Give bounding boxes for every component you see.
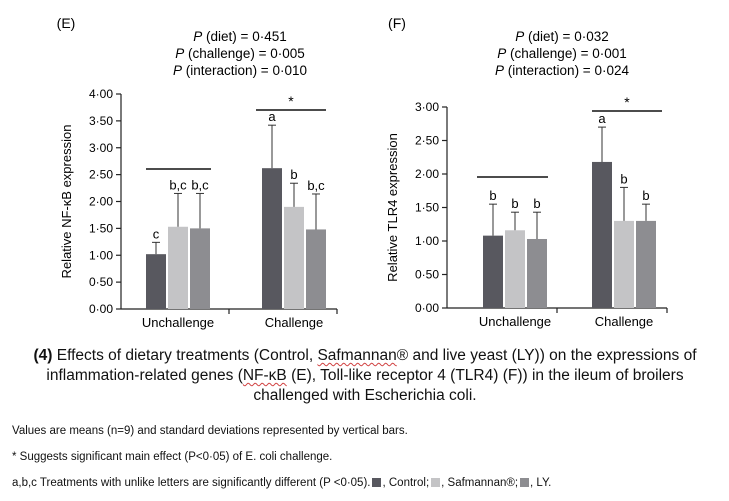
panel-f-x-tick-label: Challenge bbox=[595, 314, 654, 329]
panel-e-bar bbox=[146, 254, 166, 309]
panel-e-stat-2: P (challenge) = 0·005 bbox=[175, 46, 304, 61]
panel-f-significance-mark: * bbox=[624, 94, 630, 110]
panel-f-label: (F) bbox=[388, 15, 406, 31]
panel-e-bar bbox=[306, 229, 326, 309]
panel-e-y-tick-label: 3·50 bbox=[89, 114, 113, 128]
panel-e-letter: a bbox=[268, 109, 276, 124]
legend-swatch-safmannan bbox=[431, 478, 441, 487]
panel-f-y-title: Relative TLR4 expression bbox=[385, 133, 400, 282]
panel-e-letter: b bbox=[290, 167, 297, 182]
caption-nfkb: NF-κB bbox=[242, 367, 287, 384]
panel-e-label: (E) bbox=[57, 15, 76, 31]
legend-label-ly: , LY. bbox=[530, 477, 552, 489]
panel-e-y-tick-label: 1·50 bbox=[89, 221, 113, 235]
note-values: Values are means (n=9) and standard devi… bbox=[12, 425, 408, 437]
panel-e-y-tick-label: 1·00 bbox=[89, 248, 113, 262]
panel-f-x-tick-label: Unchallenge bbox=[479, 314, 551, 329]
panel-f-y-tick-label: 0·50 bbox=[415, 268, 439, 282]
panel-f-letter: b bbox=[642, 188, 649, 203]
panel-f-bar bbox=[636, 220, 656, 308]
panel-f-y-tick-label: 3·00 bbox=[415, 100, 439, 114]
panel-e-letter: b,c bbox=[191, 177, 209, 192]
panel-f-letter: b bbox=[489, 188, 496, 203]
panel-f-letter: b bbox=[533, 196, 540, 211]
panel-e-letter: b,c bbox=[307, 178, 325, 193]
panel-f-stat-1: P (diet) = 0·032 bbox=[515, 29, 608, 44]
panel-e-bar bbox=[168, 226, 188, 309]
panel-e-x-tick-label: Challenge bbox=[265, 315, 324, 330]
panel-f-stat-2: P (challenge) = 0·001 bbox=[497, 46, 626, 61]
panel-f-stat-3: P (interaction) = 0·024 bbox=[495, 63, 629, 78]
panel-e-bar bbox=[190, 228, 210, 309]
panel-e-bar bbox=[262, 168, 282, 309]
figure-caption: (4) Effects of dietary treatments (Contr… bbox=[20, 346, 710, 406]
panel-f-bar bbox=[614, 220, 634, 308]
note-significance: * Suggests significant main effect (P<0·… bbox=[12, 451, 333, 463]
panel-e-bar bbox=[284, 206, 304, 309]
panel-f-letter: b bbox=[620, 171, 627, 186]
legend-label-control: , Control; bbox=[382, 477, 430, 489]
panel-e-significance-mark: * bbox=[288, 93, 294, 109]
panel-e-stat-1: P (diet) = 0·451 bbox=[193, 29, 286, 44]
panel-f-bar bbox=[483, 235, 503, 308]
panel-f-y-tick-label: 1·00 bbox=[415, 234, 439, 248]
panel-e-y-tick-label: 2·00 bbox=[89, 195, 113, 209]
panel-e-y-title: Relative NF-κB expression bbox=[59, 125, 74, 279]
panel-f-y-tick-label: 0·00 bbox=[415, 301, 439, 315]
caption-number: (4) bbox=[33, 347, 53, 364]
caption-text-1: Effects of dietary treatments (Control, bbox=[52, 347, 318, 364]
panel-e-y-tick-label: 0·00 bbox=[89, 302, 113, 316]
panel-f-letter: b bbox=[511, 196, 518, 211]
note-letters: a,b,c Treatments with unlike letters are… bbox=[12, 477, 551, 489]
panel-f-bar bbox=[527, 238, 547, 308]
panel-f-letter: a bbox=[598, 111, 606, 126]
legend-label-safmannan: , Safmannan®; bbox=[441, 477, 519, 489]
caption-brand: Safmannan bbox=[317, 347, 397, 364]
panel-e-y-tick-label: 3·00 bbox=[89, 141, 113, 155]
legend-swatch-control bbox=[372, 478, 382, 487]
panel-f-bar bbox=[505, 230, 525, 308]
panel-e-y-tick-label: 0·50 bbox=[89, 275, 113, 289]
panel-e-letter: c bbox=[153, 226, 160, 241]
panel-e-x-tick-label: Unchallenge bbox=[142, 315, 214, 330]
panel-f-y-tick-label: 2·50 bbox=[415, 134, 439, 148]
panel-f-y-tick-label: 2·00 bbox=[415, 167, 439, 181]
panel-e-letter: b,c bbox=[169, 177, 187, 192]
panel-e-stat-3: P (interaction) = 0·010 bbox=[173, 63, 307, 78]
caption-text-2: and live yeast (LY)) on the expressions … bbox=[46, 347, 697, 384]
caption-text-3: (E), Toll-like receptor 4 (TLR4) (F)) in… bbox=[253, 367, 684, 404]
caption-reg: ® bbox=[396, 347, 409, 364]
note-letters-text: a,b,c Treatments with unlike letters are… bbox=[12, 477, 371, 489]
panel-f-y-tick-label: 1·50 bbox=[415, 201, 439, 215]
panel-f-bar bbox=[592, 161, 612, 308]
panel-e-y-tick-label: 4·00 bbox=[89, 87, 113, 101]
legend-swatch-ly bbox=[520, 478, 530, 487]
chart-area: (E) P (diet) = 0·451 P (challenge) = 0·005… bbox=[57, 15, 668, 330]
panel-e-y-tick-label: 2·50 bbox=[89, 168, 113, 182]
